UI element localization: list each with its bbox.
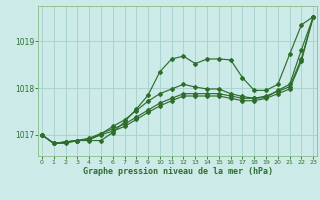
X-axis label: Graphe pression niveau de la mer (hPa): Graphe pression niveau de la mer (hPa) — [83, 167, 273, 176]
